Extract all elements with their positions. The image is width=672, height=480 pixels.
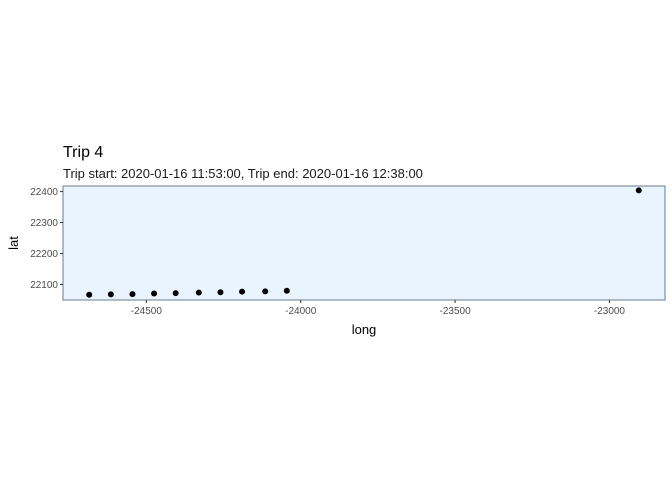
data-point	[172, 290, 179, 297]
y-tick-label: 22100	[30, 280, 58, 291]
data-point	[635, 187, 642, 194]
data-point	[107, 291, 114, 298]
y-tick-label: 22200	[30, 249, 58, 260]
y-tick-label: 22400	[30, 187, 58, 198]
x-tick-label: -23000	[594, 306, 626, 317]
data-points	[86, 187, 642, 298]
data-point	[129, 291, 136, 298]
x-tick-label: -24000	[285, 306, 317, 317]
y-axis-title: lat	[6, 236, 21, 250]
x-axis: -24500 -24000 -23500 -23000	[131, 300, 626, 317]
plot-panel	[62, 185, 666, 301]
data-point	[151, 290, 158, 297]
chart-subtitle: Trip start: 2020-01-16 11:53:00, Trip en…	[63, 166, 423, 181]
data-point	[195, 289, 202, 296]
data-point	[217, 289, 224, 296]
data-point	[86, 291, 93, 298]
y-tick-label: 22300	[30, 218, 58, 229]
data-point	[283, 287, 290, 294]
y-axis: 22100 22200 22300 22400	[30, 187, 63, 291]
x-tick-label: -23500	[440, 306, 472, 317]
chart-title: Trip 4	[63, 144, 103, 161]
x-axis-title: long	[352, 322, 377, 337]
data-point	[262, 288, 269, 295]
data-point	[239, 288, 246, 295]
x-tick-label: -24500	[131, 306, 163, 317]
